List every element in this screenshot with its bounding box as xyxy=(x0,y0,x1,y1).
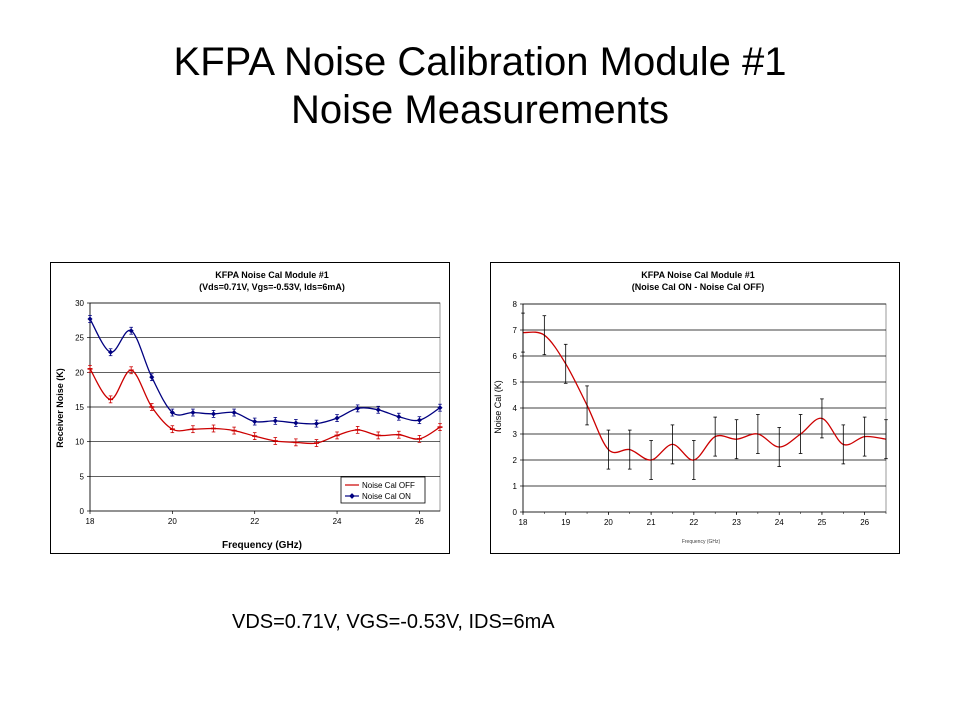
y-tick-label: 1 xyxy=(513,482,518,491)
legend-box xyxy=(340,476,426,504)
data-point xyxy=(87,316,93,322)
data-point xyxy=(210,411,217,417)
x-tick-label: 18 xyxy=(519,518,528,527)
chart-receiver-noise: KFPA Noise Cal Module #1 (Vds=0.71V, Vgs… xyxy=(50,262,450,554)
y-tick-label: 7 xyxy=(513,326,518,335)
x-tick-label: 20 xyxy=(168,517,177,526)
x-tick-label: 20 xyxy=(604,518,613,527)
y-tick-label: 5 xyxy=(513,378,518,387)
y-tick-label: 20 xyxy=(75,368,84,377)
legend: Noise Cal OFF Noise Cal ON xyxy=(340,476,426,504)
x-tick-label: 22 xyxy=(250,517,259,526)
x-tick-label: 25 xyxy=(817,518,826,527)
y-tick-label: 3 xyxy=(513,430,518,439)
y-tick-label: 5 xyxy=(80,472,85,481)
y-tick-label: 0 xyxy=(513,508,518,517)
legend-marker-on xyxy=(349,493,355,499)
data-point xyxy=(252,419,258,425)
chart-subtitle: (Vds=0.71V, Vgs=-0.53V, Ids=6mA) xyxy=(199,282,345,292)
x-tick-label: 23 xyxy=(732,518,741,527)
y-tick-label: 4 xyxy=(513,404,518,413)
x-tick-label: 22 xyxy=(689,518,698,527)
slide-title-line-1: KFPA Noise Calibration Module #1 xyxy=(173,40,787,84)
y-tick-label: 0 xyxy=(80,507,85,516)
data-point xyxy=(416,417,422,423)
x-tick-label: 19 xyxy=(561,518,570,527)
x-tick-label: 24 xyxy=(333,517,342,526)
x-tick-label: 18 xyxy=(86,517,95,526)
y-tick-label: 25 xyxy=(75,334,84,343)
caption: VDS=0.71V, VGS=-0.53V, IDS=6mA xyxy=(232,611,555,633)
data-point xyxy=(272,418,278,424)
y-axis-label: Receiver Noise (K) xyxy=(55,368,65,448)
y-tick-label: 8 xyxy=(513,300,518,309)
data-point xyxy=(108,349,114,355)
chart-subtitle: (Noise Cal ON - Noise Cal OFF) xyxy=(632,282,765,292)
y-tick-label: 6 xyxy=(513,352,518,361)
chart-title: KFPA Noise Cal Module #1 xyxy=(641,270,755,280)
y-tick-label: 30 xyxy=(75,299,84,308)
x-tick-label: 26 xyxy=(415,517,424,526)
x-axis-label: Frequency (GHz) xyxy=(682,539,721,545)
chart-frame xyxy=(50,262,450,554)
x-axis-label: Frequency (GHz) xyxy=(222,540,302,551)
legend-label-off: Noise Cal OFF xyxy=(362,481,415,490)
y-tick-label: 2 xyxy=(513,456,518,465)
chart-title: KFPA Noise Cal Module #1 xyxy=(215,270,329,280)
x-tick-label: 26 xyxy=(860,518,869,527)
data-point xyxy=(293,420,299,426)
x-tick-label: 24 xyxy=(775,518,784,527)
y-tick-label: 10 xyxy=(75,438,84,447)
slide-title-line-2: Noise Measurements xyxy=(291,88,669,132)
slide-title: KFPA Noise Calibration Module #1 Noise M… xyxy=(0,38,960,134)
series-line-0 xyxy=(522,331,887,461)
chart-noise-cal-difference: KFPA Noise Cal Module #1 (Noise Cal ON -… xyxy=(490,262,900,554)
legend-label-on: Noise Cal ON xyxy=(362,492,411,501)
y-tick-label: 15 xyxy=(75,403,84,412)
x-tick-label: 21 xyxy=(647,518,656,527)
data-point xyxy=(149,374,155,380)
y-axis-label: Noise Cal (K) xyxy=(493,380,503,434)
chart-frame xyxy=(490,262,900,554)
